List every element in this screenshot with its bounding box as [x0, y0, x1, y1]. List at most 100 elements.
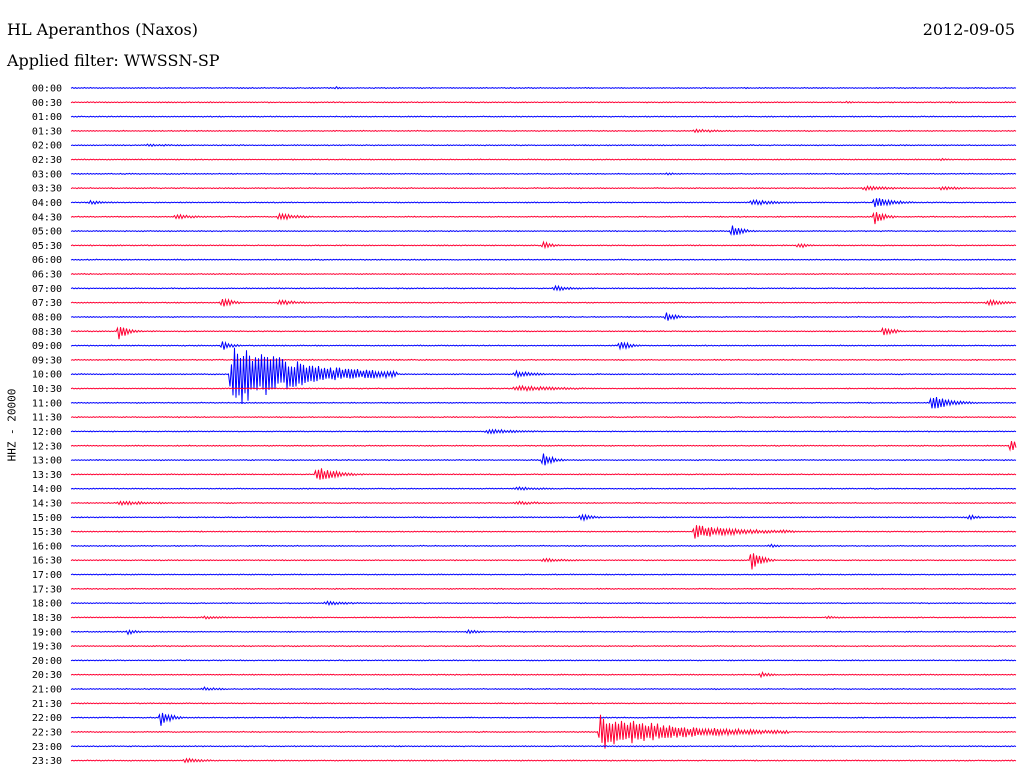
time-tick-label: 03:00: [32, 169, 62, 180]
trace-line: [70, 513, 1017, 522]
trace-line: [70, 659, 1017, 662]
time-tick-label: 14:30: [32, 498, 62, 509]
trace-line: [70, 525, 1017, 539]
time-tick-label: 23:00: [32, 742, 62, 753]
trace-line: [70, 157, 1017, 162]
trace-line: [70, 714, 1017, 749]
trace-line: [70, 453, 1017, 466]
trace-line: [70, 573, 1017, 576]
trace-line: [70, 326, 1017, 340]
time-tick-label: 09:00: [32, 341, 62, 352]
trace-line: [70, 115, 1017, 118]
time-tick-label: 06:00: [32, 255, 62, 266]
trace-line: [70, 757, 1017, 764]
time-tick-label: 22:30: [32, 727, 62, 738]
time-tick-label: 11:30: [32, 413, 62, 424]
trace-line: [70, 500, 1017, 507]
time-tick-label: 20:00: [32, 656, 62, 667]
time-tick-label: 07:00: [32, 284, 62, 295]
trace-line: [70, 347, 1017, 404]
trace-line: [70, 702, 1017, 705]
time-tick-label: 02:00: [32, 141, 62, 152]
time-tick-label: 12:30: [32, 441, 62, 452]
trace-line: [70, 340, 1017, 351]
time-tick-label: 05:30: [32, 241, 62, 252]
trace-line: [70, 85, 1017, 90]
trace-line: [70, 272, 1017, 276]
trace-line: [70, 297, 1017, 307]
time-tick-label: 18:00: [32, 599, 62, 610]
time-tick-label: 00:30: [32, 98, 62, 109]
trace-line: [70, 441, 1017, 452]
trace-line: [70, 615, 1017, 620]
time-tick-label: 01:30: [32, 126, 62, 137]
time-tick-label: 07:30: [32, 298, 62, 309]
trace-line: [70, 384, 1017, 392]
trace-line: [70, 415, 1017, 419]
time-tick-label: 15:00: [32, 513, 62, 524]
time-tick-label: 19:30: [32, 642, 62, 653]
time-tick-label: 20:30: [32, 670, 62, 681]
date-label: 2012-09-05: [922, 20, 1015, 39]
time-tick-label: 00:00: [32, 84, 62, 95]
time-tick-label: 11:00: [32, 398, 62, 409]
trace-line: [70, 600, 1017, 607]
time-tick-label: 09:30: [32, 355, 62, 366]
trace-line: [70, 240, 1017, 250]
filter-label: Applied filter: WWSSN-SP: [7, 51, 220, 70]
time-tick-label: 01:00: [32, 112, 62, 123]
trace-line: [70, 644, 1017, 648]
time-tick-label: 21:30: [32, 699, 62, 710]
trace-line: [70, 198, 1017, 208]
station-title: HL Aperanthos (Naxos): [7, 20, 198, 39]
time-tick-label: 17:00: [32, 570, 62, 581]
time-tick-label: 13:30: [32, 470, 62, 481]
time-tick-label: 06:30: [32, 270, 62, 281]
time-tick-label: 05:00: [32, 227, 62, 238]
time-tick-label: 16:30: [32, 556, 62, 567]
time-tick-label: 15:30: [32, 527, 62, 538]
time-tick-label: 08:00: [32, 312, 62, 323]
trace-line: [70, 100, 1017, 104]
trace-line: [70, 745, 1017, 748]
trace-line: [70, 143, 1017, 148]
trace-line: [70, 284, 1017, 292]
trace-line: [70, 671, 1017, 679]
trace-line: [70, 312, 1017, 321]
trace-line: [70, 543, 1017, 549]
trace-line: [70, 712, 1017, 726]
time-tick-label: 21:00: [32, 685, 62, 696]
trace-line: [70, 587, 1017, 591]
trace-line: [70, 211, 1017, 225]
time-tick-label: 23:30: [32, 756, 62, 767]
trace-line: [70, 225, 1017, 236]
time-tick-label: 17:30: [32, 584, 62, 595]
trace-line: [70, 468, 1017, 480]
time-tick-label: 13:00: [32, 456, 62, 467]
trace-line: [70, 686, 1017, 691]
time-tick-label: 10:00: [32, 370, 62, 381]
trace-line: [70, 128, 1017, 134]
time-tick-label: 22:00: [32, 713, 62, 724]
trace-line: [70, 172, 1017, 176]
trace-line: [70, 258, 1017, 261]
time-tick-label: 10:30: [32, 384, 62, 395]
time-tick-label: 08:30: [32, 327, 62, 338]
trace-line: [70, 485, 1017, 491]
trace-line: [70, 184, 1017, 192]
time-tick-label: 03:30: [32, 184, 62, 195]
time-tick-label: 19:00: [32, 627, 62, 638]
trace-line: [70, 358, 1017, 362]
time-tick-label: 04:00: [32, 198, 62, 209]
time-tick-label: 02:30: [32, 155, 62, 166]
trace-line: [70, 553, 1017, 570]
time-tick-label: 16:00: [32, 541, 62, 552]
time-tick-label: 12:00: [32, 427, 62, 438]
trace-line: [70, 396, 1017, 409]
time-tick-label: 18:30: [32, 613, 62, 624]
trace-line: [70, 428, 1017, 435]
time-tick-label: 04:30: [32, 212, 62, 223]
trace-line: [70, 628, 1017, 636]
time-tick-label: 14:00: [32, 484, 62, 495]
